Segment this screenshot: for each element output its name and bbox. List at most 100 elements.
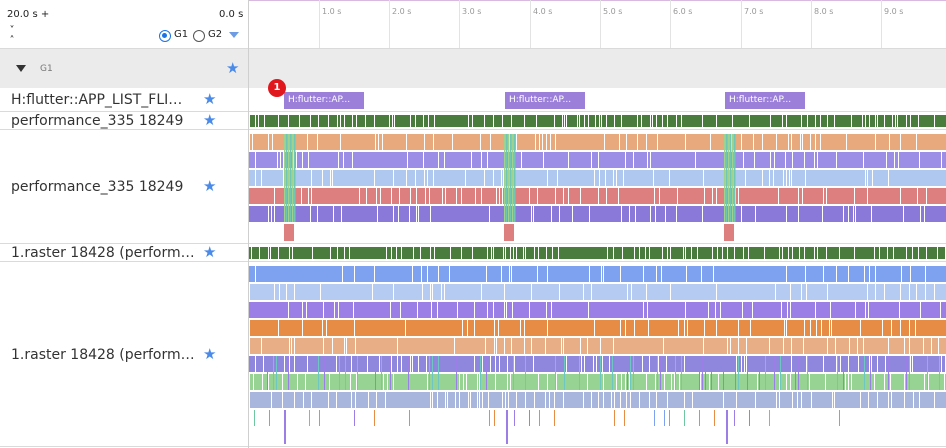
trace-slice[interactable]: H:flutter::AP... [725, 92, 805, 109]
band-gap [941, 356, 942, 372]
band-gap [684, 392, 685, 408]
band-gap [523, 247, 524, 259]
band-gap [465, 170, 466, 186]
slice-tick [735, 356, 736, 390]
trace-slice[interactable]: H:flutter::AP... [505, 92, 585, 109]
band-gap [581, 356, 582, 372]
band-gap [845, 374, 846, 390]
band-gap [753, 134, 754, 150]
band-gap [294, 284, 295, 300]
band-gap [613, 170, 614, 186]
burst-marker [508, 134, 510, 222]
band-gap [374, 170, 375, 186]
band-gap [650, 152, 651, 168]
band-gap [311, 170, 312, 186]
slice-tick [684, 410, 685, 426]
panel-divider[interactable] [248, 0, 249, 448]
band-gap [274, 188, 275, 204]
band-gap [860, 320, 861, 336]
band-gap [806, 356, 807, 372]
band-gap [667, 247, 668, 259]
band-gap [432, 284, 433, 300]
band-gap [635, 206, 636, 222]
star-icon[interactable]: ★ [203, 111, 217, 129]
radio-g2[interactable] [193, 30, 205, 42]
band-gap [683, 247, 684, 259]
band-gap [289, 338, 290, 354]
slice-tick [254, 410, 255, 426]
band-gap [938, 338, 939, 354]
band-gap [506, 302, 507, 318]
band-gap [531, 284, 532, 300]
band-gap [312, 247, 313, 259]
ruler-tick [741, 0, 742, 48]
slice-tick [633, 356, 634, 390]
trace-slice[interactable]: H:flutter::AP... [284, 92, 364, 109]
band-gap [917, 188, 918, 204]
band-gap [815, 115, 816, 127]
band-gap [289, 356, 290, 372]
band-gap [365, 115, 366, 127]
band-gap [501, 266, 502, 282]
band-gap [899, 302, 900, 318]
band-gap [836, 266, 837, 282]
band-gap [665, 206, 666, 222]
band-gap [552, 247, 553, 259]
band-gap [284, 356, 285, 372]
triangle-down-icon[interactable] [16, 65, 26, 72]
band-gap [634, 247, 635, 259]
time-ruler[interactable]: 1.0 s 2.0 s 3.0 s 4.0 s 5.0 s 6.0 s 7.0 … [249, 0, 946, 48]
band-gap [444, 284, 445, 300]
star-icon[interactable]: ★ [203, 345, 217, 363]
slice-tick [480, 356, 481, 390]
ruler-tick [811, 0, 812, 48]
band-gap [322, 170, 323, 186]
group-header[interactable] [0, 49, 946, 88]
band-gap [934, 392, 935, 408]
band-gap [591, 152, 592, 168]
ruler-tick-label: 7.0 s [744, 7, 764, 16]
band-gap [310, 115, 311, 127]
band-gap [889, 134, 890, 150]
band-gap [755, 392, 756, 408]
slice-tick [438, 356, 439, 390]
band-gap [826, 247, 827, 259]
star-icon[interactable]: ★ [203, 90, 217, 108]
burst-marker [512, 134, 514, 222]
band-gap [349, 247, 350, 259]
band-gap [354, 320, 355, 336]
band-gap [743, 247, 744, 259]
band-gap [288, 115, 289, 127]
flag-marker[interactable]: 1 [268, 79, 286, 97]
band-gap [459, 392, 460, 408]
star-icon[interactable]: ★ [226, 59, 240, 77]
band-gap [656, 115, 657, 127]
slice-tick [759, 356, 760, 390]
radio-g1[interactable] [159, 30, 171, 42]
band-gap [282, 392, 283, 408]
star-icon[interactable]: ★ [203, 177, 217, 195]
band-gap [511, 338, 512, 354]
star-icon[interactable]: ★ [203, 243, 217, 261]
band-gap [843, 206, 844, 222]
band-gap [679, 374, 680, 390]
ruler-top-line [249, 0, 946, 1]
band-gap [919, 392, 920, 408]
collapse-all-icon[interactable]: ˄ [9, 35, 15, 46]
band-gap [490, 356, 491, 372]
chevron-down-icon[interactable] [229, 32, 239, 38]
band-gap [875, 134, 876, 150]
band-gap [877, 115, 878, 127]
band-gap [336, 392, 337, 408]
band-gap [646, 284, 647, 300]
slice-tick [339, 356, 340, 390]
band-gap [352, 115, 353, 127]
expand-all-icon[interactable]: ˅ [9, 25, 15, 36]
band-gap [340, 115, 341, 127]
slice-tick [624, 410, 625, 426]
band-gap [438, 266, 439, 282]
band-gap [664, 374, 665, 390]
band-gap [525, 247, 526, 259]
